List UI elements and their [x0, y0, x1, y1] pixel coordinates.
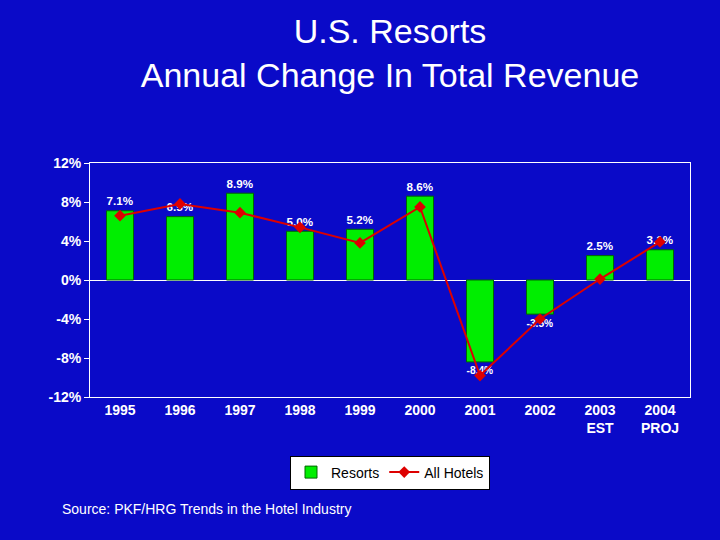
svg-text:Source: PKF/HRG Trends in the: Source: PKF/HRG Trends in the Hotel Indu…: [62, 501, 351, 517]
svg-text:2001: 2001: [464, 402, 495, 418]
svg-text:5.2%: 5.2%: [347, 213, 374, 226]
svg-text:All Hotels: All Hotels: [424, 465, 483, 481]
svg-text:-3.5%: -3.5%: [527, 318, 554, 329]
svg-text:-8.4%: -8.4%: [467, 365, 494, 376]
svg-text:2.5%: 2.5%: [587, 239, 614, 252]
svg-text:U.S. ResortsAnnual Change In T: U.S. ResortsAnnual Change In Total Reven…: [141, 12, 639, 94]
svg-text:2004PROJ: 2004PROJ: [641, 402, 679, 436]
svg-text:-12%: -12%: [49, 389, 82, 405]
svg-text:8%: 8%: [61, 194, 82, 210]
svg-text:1998: 1998: [284, 402, 315, 418]
svg-text:Resorts: Resorts: [331, 465, 379, 481]
svg-text:1996: 1996: [164, 402, 195, 418]
svg-text:1997: 1997: [224, 402, 255, 418]
svg-text:1999: 1999: [344, 402, 375, 418]
svg-text:1995: 1995: [104, 402, 135, 418]
svg-text:12%: 12%: [53, 155, 82, 171]
svg-text:3.1%: 3.1%: [647, 233, 674, 246]
svg-text:-8%: -8%: [56, 350, 81, 366]
svg-text:4%: 4%: [61, 233, 82, 249]
svg-text:0%: 0%: [61, 272, 82, 288]
svg-text:6.5%: 6.5%: [167, 200, 194, 213]
svg-text:2002: 2002: [524, 402, 555, 418]
svg-text:2003EST: 2003EST: [584, 402, 615, 436]
svg-text:8.6%: 8.6%: [407, 180, 434, 193]
svg-text:-4%: -4%: [56, 311, 81, 327]
svg-text:8.9%: 8.9%: [227, 177, 254, 190]
svg-text:7.1%: 7.1%: [107, 194, 134, 207]
svg-text:2000: 2000: [404, 402, 435, 418]
svg-text:5.0%: 5.0%: [287, 215, 314, 228]
